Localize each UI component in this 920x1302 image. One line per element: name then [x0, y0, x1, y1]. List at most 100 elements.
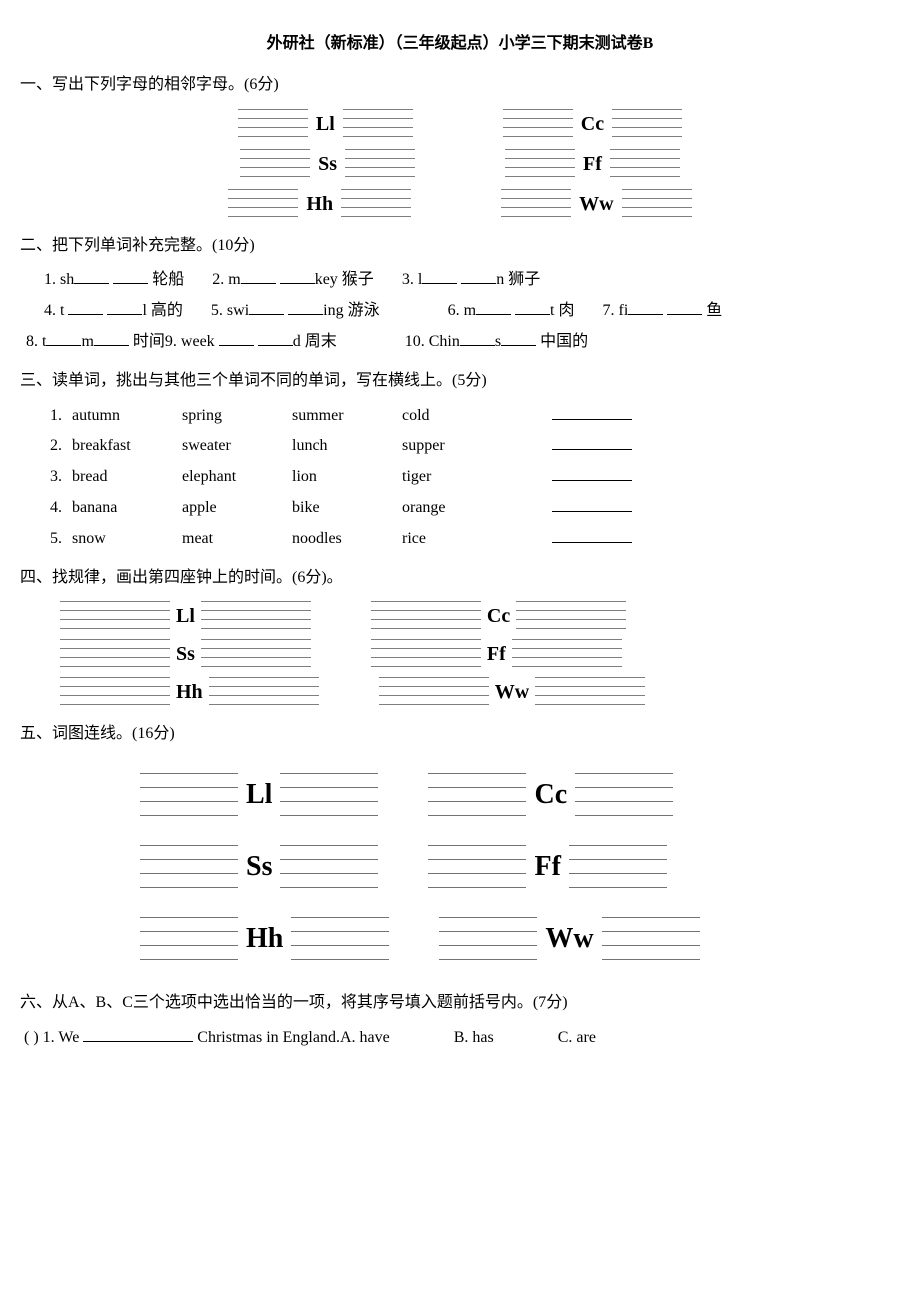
- letter-group: Cc: [371, 598, 626, 634]
- writing-line[interactable]: [343, 107, 413, 141]
- blank[interactable]: [68, 298, 103, 315]
- blank[interactable]: [241, 267, 276, 284]
- word: lion: [292, 463, 402, 492]
- item-num: 5.: [211, 302, 223, 319]
- blank[interactable]: [280, 267, 315, 284]
- writing-line[interactable]: [575, 769, 673, 821]
- writing-line[interactable]: [535, 675, 645, 709]
- writing-line[interactable]: [280, 769, 378, 821]
- option-b[interactable]: B. has: [454, 1029, 494, 1046]
- letter-label: Cc: [530, 770, 571, 820]
- word: lunch: [292, 432, 402, 461]
- sec2-heading: 二、把下列单词补充完整。(10分): [20, 232, 900, 261]
- odd-row: 1. autumn spring summer cold: [50, 402, 900, 431]
- writing-line[interactable]: [505, 147, 575, 181]
- answer-blank[interactable]: [552, 403, 632, 420]
- answer-blank[interactable]: [552, 433, 632, 450]
- letter-group: Ff: [428, 841, 666, 893]
- writing-line[interactable]: [345, 147, 415, 181]
- blank[interactable]: [476, 298, 511, 315]
- word: rice: [402, 525, 512, 554]
- item-num: 6.: [448, 302, 460, 319]
- sec6-q1: ( ) 1. We Christmas in England.A. have B…: [20, 1024, 900, 1053]
- writing-line[interactable]: [622, 187, 692, 221]
- blank[interactable]: [113, 267, 148, 284]
- writing-line[interactable]: [439, 913, 537, 965]
- blank[interactable]: [461, 267, 496, 284]
- writing-line[interactable]: [240, 147, 310, 181]
- blank[interactable]: [628, 298, 663, 315]
- word-part: swi: [227, 302, 249, 319]
- writing-line[interactable]: [60, 599, 170, 633]
- writing-line[interactable]: [371, 637, 481, 671]
- writing-line[interactable]: [201, 637, 311, 671]
- writing-line[interactable]: [60, 637, 170, 671]
- blank[interactable]: [94, 329, 129, 346]
- writing-line[interactable]: [503, 107, 573, 141]
- word: elephant: [182, 463, 292, 492]
- writing-line[interactable]: [612, 107, 682, 141]
- letter-label: Ll: [314, 106, 337, 142]
- writing-line[interactable]: [512, 637, 622, 671]
- blank[interactable]: [422, 267, 457, 284]
- odd-row: 3. bread elephant lion tiger: [50, 463, 900, 492]
- blank[interactable]: [219, 329, 254, 346]
- answer-blank[interactable]: [552, 464, 632, 481]
- writing-line[interactable]: [501, 187, 571, 221]
- blank[interactable]: [107, 298, 142, 315]
- writing-line[interactable]: [428, 841, 526, 893]
- letter-label: Ss: [242, 842, 276, 892]
- blank[interactable]: [515, 298, 550, 315]
- writing-line[interactable]: [140, 841, 238, 893]
- blank[interactable]: [501, 329, 536, 346]
- writing-line[interactable]: [228, 187, 298, 221]
- option-a[interactable]: A. have: [340, 1029, 390, 1046]
- letter-label: Ff: [581, 146, 604, 182]
- blank[interactable]: [288, 298, 323, 315]
- writing-line[interactable]: [291, 913, 389, 965]
- word-part: 鱼: [702, 302, 722, 319]
- writing-line[interactable]: [379, 675, 489, 709]
- writing-line[interactable]: [371, 599, 481, 633]
- writing-line[interactable]: [238, 107, 308, 141]
- writing-line[interactable]: [209, 675, 319, 709]
- word-part: key 猴子: [315, 271, 374, 288]
- writing-line[interactable]: [140, 913, 238, 965]
- sec2-line1: 1. sh 轮船 2. m key 猴子 3. l n 狮子: [20, 266, 900, 295]
- row-num: 5.: [50, 525, 72, 554]
- word: apple: [182, 494, 292, 523]
- blank[interactable]: [249, 298, 284, 315]
- writing-line[interactable]: [60, 675, 170, 709]
- word: banana: [72, 494, 182, 523]
- blank[interactable]: [74, 267, 109, 284]
- answer-blank[interactable]: [552, 495, 632, 512]
- writing-line[interactable]: [602, 913, 700, 965]
- blank[interactable]: [46, 329, 81, 346]
- sec5-heading: 五、词图连线。(16分): [20, 720, 900, 749]
- writing-line[interactable]: [428, 769, 526, 821]
- word-part: t: [60, 302, 64, 319]
- word-part: sh: [60, 271, 74, 288]
- letter-group: Hh: [228, 186, 411, 222]
- sec3-heading: 三、读单词，挑出与其他三个单词不同的单词，写在横线上。(5分): [20, 367, 900, 396]
- option-c[interactable]: C. are: [558, 1029, 596, 1046]
- writing-line[interactable]: [201, 599, 311, 633]
- writing-line[interactable]: [516, 599, 626, 633]
- sec3-table: 1. autumn spring summer cold 2. breakfas…: [20, 402, 900, 554]
- writing-line[interactable]: [140, 769, 238, 821]
- question-text: Christmas in England.: [193, 1029, 340, 1046]
- word-part: week: [181, 333, 219, 350]
- answer-blank[interactable]: [552, 526, 632, 543]
- writing-line[interactable]: [569, 841, 667, 893]
- item-num: 9.: [165, 333, 177, 350]
- answer-blank[interactable]: [83, 1025, 193, 1042]
- letter-label: Ss: [174, 636, 197, 672]
- writing-line[interactable]: [610, 147, 680, 181]
- item-num: 3.: [402, 271, 414, 288]
- writing-line[interactable]: [280, 841, 378, 893]
- blank[interactable]: [460, 329, 495, 346]
- letter-group: Hh: [60, 674, 319, 710]
- blank[interactable]: [667, 298, 702, 315]
- writing-line[interactable]: [341, 187, 411, 221]
- blank[interactable]: [258, 329, 293, 346]
